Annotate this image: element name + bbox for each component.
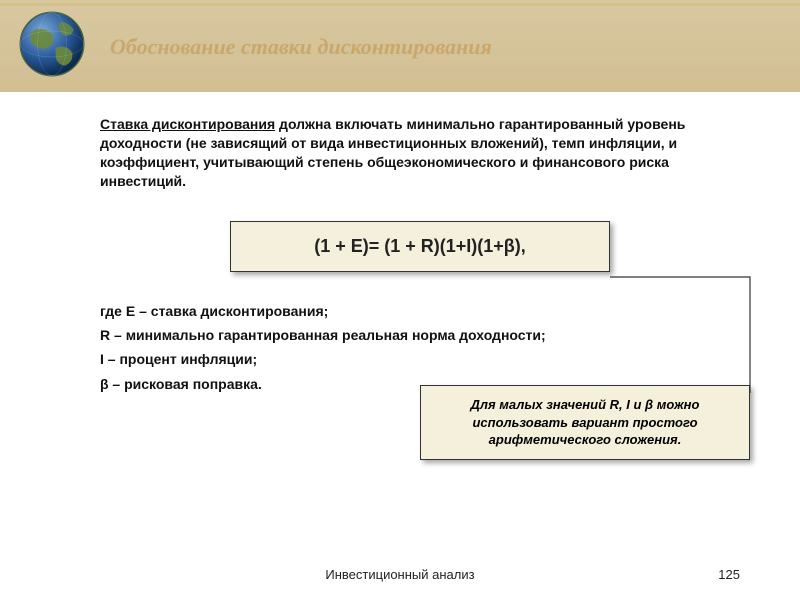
formula-text: (1 + E)= (1 + R)(1+I)(1+β), (314, 236, 526, 256)
intro-paragraph: Ставка дисконтирования должна включать м… (100, 115, 740, 191)
def-e: где E – ставка дисконтирования; (100, 300, 740, 322)
footer-text: Инвестиционный анализ (0, 567, 800, 582)
def-i: I – процент инфляции; (100, 348, 740, 370)
var-b: β (100, 376, 109, 392)
def-i-text: – процент инфляции; (104, 351, 257, 367)
decorative-line (0, 82, 800, 85)
formula-box: (1 + E)= (1 + R)(1+I)(1+β), (230, 221, 610, 272)
definitions: где E – ставка дисконтирования; R – мини… (100, 300, 740, 396)
def-e-text: – ставка дисконтирования; (135, 303, 328, 319)
var-e: E (126, 303, 135, 319)
def-pre: где (100, 303, 126, 319)
content-area: Ставка дисконтирования должна включать м… (100, 115, 740, 397)
page-title: Обоснование ставки дисконтирования (110, 34, 770, 60)
page-number: 125 (718, 567, 740, 582)
def-b-text: – рисковая поправка. (109, 376, 262, 392)
note-text: Для малых значений R, I и β можно исполь… (471, 397, 700, 447)
decorative-line (0, 3, 800, 6)
globe-icon (16, 8, 88, 80)
intro-underlined: Ставка дисконтирования (100, 116, 275, 132)
note-box: Для малых значений R, I и β можно исполь… (420, 385, 750, 460)
var-r: R (100, 327, 110, 343)
def-r: R – минимально гарантированная реальная … (100, 324, 740, 346)
def-r-text: – минимально гарантированная реальная но… (110, 327, 546, 343)
